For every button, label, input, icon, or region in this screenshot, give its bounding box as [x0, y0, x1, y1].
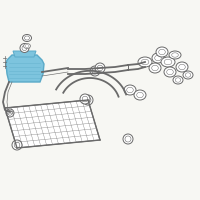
Ellipse shape — [149, 63, 161, 73]
Ellipse shape — [179, 64, 185, 70]
Circle shape — [123, 134, 133, 144]
Ellipse shape — [164, 67, 176, 77]
Ellipse shape — [156, 47, 168, 57]
Circle shape — [8, 111, 12, 115]
Ellipse shape — [22, 34, 32, 42]
Circle shape — [97, 65, 103, 71]
Ellipse shape — [173, 76, 183, 84]
Ellipse shape — [24, 44, 30, 48]
Ellipse shape — [169, 51, 181, 59]
Circle shape — [14, 142, 20, 148]
Ellipse shape — [24, 36, 30, 40]
Ellipse shape — [183, 71, 193, 79]
Ellipse shape — [172, 53, 178, 57]
Circle shape — [83, 95, 93, 105]
Circle shape — [92, 68, 98, 74]
Polygon shape — [6, 55, 44, 82]
Ellipse shape — [137, 92, 143, 98]
Circle shape — [125, 136, 131, 142]
Ellipse shape — [124, 85, 136, 95]
Ellipse shape — [155, 55, 161, 61]
Polygon shape — [5, 100, 100, 148]
Ellipse shape — [138, 57, 152, 67]
Circle shape — [12, 140, 22, 150]
Ellipse shape — [159, 49, 165, 55]
Ellipse shape — [175, 78, 181, 82]
Polygon shape — [13, 51, 36, 57]
Ellipse shape — [152, 53, 164, 63]
Circle shape — [80, 94, 90, 104]
Ellipse shape — [161, 57, 175, 67]
Ellipse shape — [134, 90, 146, 100]
Ellipse shape — [152, 65, 158, 71]
Ellipse shape — [164, 59, 172, 65]
Circle shape — [22, 46, 27, 50]
Ellipse shape — [167, 69, 173, 75]
Ellipse shape — [141, 59, 149, 65]
Circle shape — [95, 63, 105, 73]
Circle shape — [20, 44, 29, 52]
Ellipse shape — [25, 45, 29, 47]
Ellipse shape — [176, 62, 188, 72]
Ellipse shape — [185, 73, 191, 77]
Circle shape — [82, 96, 88, 102]
Circle shape — [6, 109, 14, 117]
Ellipse shape — [127, 87, 133, 93]
Circle shape — [85, 97, 91, 103]
Circle shape — [90, 66, 100, 76]
